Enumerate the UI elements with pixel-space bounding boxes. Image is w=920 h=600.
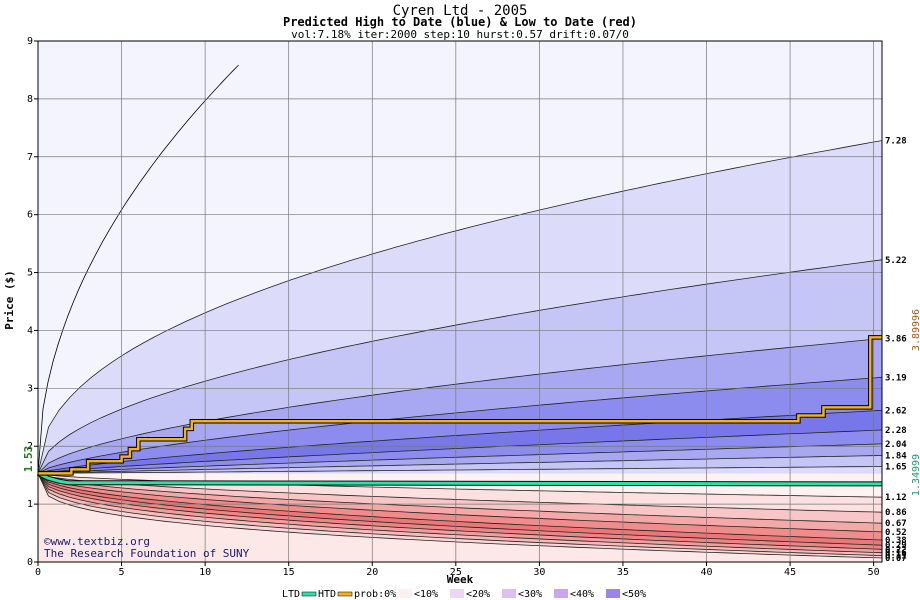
low-band-line (37, 473, 883, 556)
low-band-end-label: 0.67 (885, 519, 907, 529)
high-band-end-label: 3.86 (885, 335, 907, 345)
x-tick-label: 5 (119, 567, 125, 578)
legend-prob-item-label: <40% (570, 589, 594, 600)
legend-ltd-swatch (301, 591, 317, 597)
x-tick-label: 50 (868, 567, 880, 578)
x-tick-label: 45 (784, 567, 796, 578)
low-band-line (37, 473, 883, 559)
legend-prob-swatch (554, 589, 568, 598)
legend: LTD HTD prob:0% <10% <20% <30% <40% <50% (282, 589, 646, 600)
low-band-line (37, 473, 883, 554)
ltd-value-label: 1.34999 (911, 454, 920, 496)
x-tick-label: 20 (366, 567, 378, 578)
high-band-end-label: 5.22 (885, 256, 907, 266)
y-axis-label: Price ($) (3, 270, 16, 330)
low-band-end-label: 0.11 (885, 552, 907, 562)
chart-params: vol:7.18% iter:2000 step:10 hurst:0.57 d… (291, 28, 629, 41)
x-tick-label: 40 (700, 567, 712, 578)
low-band-end-label: 0.16 (885, 549, 907, 559)
credit-org: The Research Foundation of SUNY (44, 547, 250, 560)
low-band-end-label: 1.12 (885, 493, 907, 503)
low-band-end-label: 0.29 (885, 541, 907, 551)
high-band-line (37, 466, 883, 474)
legend-ltd-label: LTD (282, 589, 300, 600)
y-tick-label: 3 (27, 383, 33, 394)
probability-bands (37, 41, 883, 563)
x-tick-label: 15 (283, 567, 295, 578)
x-tick-label: 10 (199, 567, 211, 578)
low-band-line (37, 473, 883, 524)
high-band-end-label: 2.28 (885, 426, 907, 436)
high-band-line (37, 429, 883, 474)
high-band-end-label: 7.28 (885, 137, 907, 147)
x-tick-label: 25 (450, 567, 462, 578)
high-band-line (37, 338, 883, 474)
legend-prob-item-label: <50% (622, 589, 646, 600)
x-tick-label: 35 (617, 567, 629, 578)
y-tick-label: 8 (27, 94, 33, 105)
htd-value-label: 3.89996 (911, 309, 920, 351)
low-band-line (37, 473, 883, 550)
band-end-labels: 7.28 5.22 3.86 3.19 2.62 2.28 2.041.841.65 1.12… (885, 137, 907, 564)
x-axis-label: Week (447, 573, 474, 586)
high-band-end-label: 3.19 (885, 373, 907, 383)
high-band-end-label: 2.62 (885, 406, 907, 416)
y-tick-label: 5 (27, 268, 33, 279)
plot-frame (37, 40, 883, 563)
y-tick-label: 7 (27, 152, 33, 163)
high-band-line (37, 409, 883, 474)
legend-htd-label: HTD (318, 589, 336, 600)
credit-url: ©www.textbiz.org (44, 535, 150, 548)
low-band-line (37, 473, 883, 546)
x-tick-label: 30 (533, 567, 545, 578)
high-band-end-label: 2.04 (885, 440, 907, 450)
y-tick-label: 2 (27, 441, 33, 452)
high-band-line (37, 259, 883, 474)
x-tick-label: 0 (35, 567, 41, 578)
legend-prob-swatch (606, 589, 620, 598)
chart-subtitle: Predicted High to Date (blue) & Low to D… (283, 15, 637, 29)
high-band-line (37, 443, 883, 474)
y-tick-label: 0 (27, 557, 33, 568)
low-band-end-label: 0.38 (885, 536, 907, 546)
low-band-end-label: 0.07 (885, 554, 907, 564)
y-tick-label: 9 (27, 36, 33, 47)
legend-prob-label: prob:0% (354, 589, 396, 600)
low-band-area (38, 473, 882, 562)
y-tick-label: 1 (27, 499, 33, 510)
legend-prob-item-label: <10% (414, 589, 438, 600)
y-tick-label: 4 (27, 325, 33, 336)
legend-prob-swatch (450, 589, 464, 598)
legend-prob-swatch (398, 589, 412, 598)
low-band-line (37, 473, 883, 541)
low-band-line (37, 473, 883, 513)
htd-line (38, 336, 882, 475)
low-band-line (37, 473, 883, 533)
high-band-line (37, 455, 883, 474)
low-band-end-label: 0.22 (885, 545, 907, 555)
high-band-end-label: 1.84 (885, 451, 907, 461)
y-tick-label: 6 (27, 210, 33, 221)
ltd-line (37, 472, 883, 486)
legend-prob-item-label: <20% (466, 589, 490, 600)
low-band-end-label: 0.86 (885, 508, 907, 518)
legend-prob-swatch (502, 589, 516, 598)
high-band-line (37, 140, 883, 474)
legend-prob-item-label: <30% (518, 589, 542, 600)
series-lines (36, 335, 883, 487)
high-band-end-label: 1.65 (885, 462, 907, 472)
low-band-end-label: 0.52 (885, 528, 907, 538)
legend-htd-swatch (337, 591, 353, 597)
start-price-label: 1.53 (22, 446, 35, 473)
chart-title: Cyren Ltd - 2005 (393, 3, 528, 19)
